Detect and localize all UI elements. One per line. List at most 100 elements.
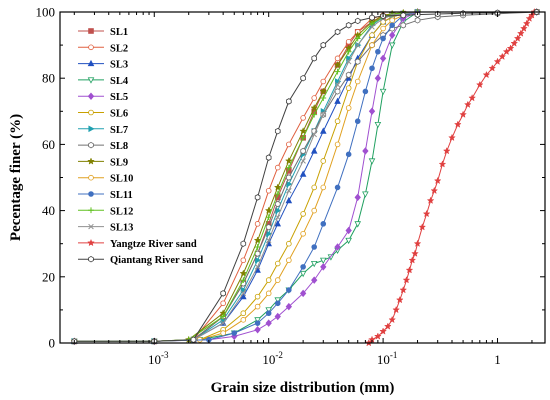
data-point bbox=[346, 55, 353, 62]
data-point bbox=[240, 317, 247, 323]
legend-marker bbox=[88, 109, 94, 116]
data-point bbox=[311, 111, 318, 118]
data-point bbox=[345, 237, 352, 245]
data-point bbox=[320, 158, 327, 164]
data-point bbox=[220, 300, 226, 307]
data-layer bbox=[70, 7, 541, 347]
data-point bbox=[300, 158, 306, 164]
data-point bbox=[300, 230, 306, 237]
data-point bbox=[389, 17, 395, 24]
series-line bbox=[368, 11, 535, 344]
data-point bbox=[362, 88, 369, 95]
data-point bbox=[414, 17, 421, 24]
legend-marker bbox=[88, 174, 94, 181]
legend-item-sl4: SL4 bbox=[78, 76, 129, 87]
data-point bbox=[255, 256, 262, 264]
data-point bbox=[265, 290, 272, 297]
data-point bbox=[369, 42, 375, 48]
axis-layer: 0 20 40 60 80 100 10-3 10-2 10-1 1 bbox=[36, 5, 545, 367]
data-point bbox=[311, 207, 318, 214]
data-point bbox=[319, 87, 328, 95]
data-point bbox=[284, 156, 293, 165]
data-point bbox=[319, 127, 327, 134]
data-point bbox=[254, 326, 261, 334]
data-point bbox=[408, 256, 417, 264]
data-point bbox=[265, 310, 272, 317]
legend-label: SL13 bbox=[110, 223, 133, 234]
data-point bbox=[354, 118, 361, 125]
data-point bbox=[265, 319, 272, 327]
legend-item-sl12: SL12 bbox=[78, 206, 133, 217]
legend-label: SL9 bbox=[110, 157, 128, 168]
data-point bbox=[286, 187, 292, 194]
data-point bbox=[286, 240, 292, 247]
data-point bbox=[369, 14, 375, 21]
data-point bbox=[520, 24, 528, 32]
data-point bbox=[254, 293, 261, 300]
data-point bbox=[299, 289, 307, 298]
data-point bbox=[300, 264, 306, 270]
x-tick-label: 10-1 bbox=[377, 350, 398, 367]
legend-label: SL4 bbox=[110, 76, 129, 87]
x-tick-label: 10-3 bbox=[148, 350, 169, 367]
data-point bbox=[265, 307, 272, 314]
data-point bbox=[310, 147, 318, 154]
data-point bbox=[220, 320, 226, 326]
data-point bbox=[405, 266, 414, 274]
data-point bbox=[300, 147, 306, 155]
data-point bbox=[334, 82, 341, 88]
data-point bbox=[254, 194, 261, 201]
legend-label: SL5 bbox=[110, 92, 128, 103]
data-point bbox=[286, 257, 292, 264]
legend-label: SL7 bbox=[110, 125, 128, 136]
data-point bbox=[286, 287, 292, 293]
data-point bbox=[334, 184, 341, 191]
data-point bbox=[395, 295, 404, 304]
x-tick-label: 10-2 bbox=[262, 350, 283, 367]
data-point bbox=[354, 42, 361, 48]
data-point bbox=[345, 105, 352, 111]
data-point bbox=[399, 285, 408, 294]
data-point bbox=[254, 317, 261, 324]
data-point bbox=[379, 54, 387, 63]
data-point bbox=[286, 174, 292, 181]
data-point bbox=[254, 244, 261, 250]
data-point bbox=[413, 239, 422, 247]
data-point bbox=[300, 211, 306, 217]
data-point bbox=[369, 32, 375, 38]
data-point bbox=[354, 78, 361, 85]
data-point bbox=[388, 31, 396, 39]
data-point bbox=[320, 95, 327, 101]
data-point bbox=[400, 22, 407, 29]
data-point bbox=[310, 260, 318, 268]
data-point bbox=[506, 44, 515, 52]
data-point bbox=[513, 34, 522, 42]
data-point bbox=[433, 176, 442, 185]
data-point bbox=[493, 57, 502, 65]
data-point bbox=[389, 22, 395, 29]
y-tick-label: 0 bbox=[49, 336, 56, 351]
data-point bbox=[369, 65, 375, 72]
data-point bbox=[379, 327, 387, 335]
data-point bbox=[285, 164, 292, 171]
data-point bbox=[254, 320, 261, 326]
legend-marker bbox=[87, 92, 95, 100]
data-point bbox=[265, 223, 272, 231]
legend-item-sl3: SL3 bbox=[78, 60, 128, 71]
data-point bbox=[311, 184, 318, 191]
data-point bbox=[388, 42, 396, 49]
data-point bbox=[392, 305, 401, 314]
data-point bbox=[368, 107, 376, 116]
legend-item-yangtze-river-sand: Yangtze River sand bbox=[78, 238, 197, 250]
data-point bbox=[418, 223, 427, 231]
data-point bbox=[362, 191, 369, 198]
data-point bbox=[240, 310, 247, 317]
data-point bbox=[265, 214, 272, 221]
data-point bbox=[380, 35, 386, 42]
data-point bbox=[400, 12, 407, 19]
data-point bbox=[299, 270, 307, 278]
x-axis-title: Grain size distribution (mm) bbox=[211, 380, 395, 396]
data-point bbox=[442, 146, 451, 155]
series-yangtze-river-sand bbox=[364, 7, 539, 347]
data-point bbox=[299, 170, 307, 177]
